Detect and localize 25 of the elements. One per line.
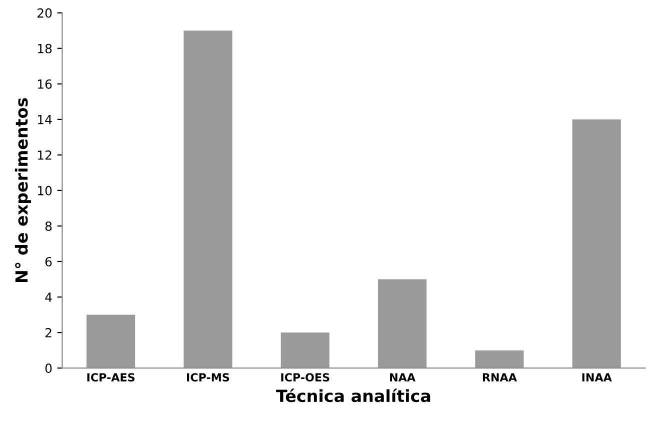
bar — [280, 332, 330, 368]
bar — [378, 279, 427, 368]
bar — [475, 350, 524, 368]
y-axis-title: N° de experimentos — [14, 98, 32, 282]
bar — [184, 30, 232, 368]
y-tick-label: 18 — [38, 44, 52, 54]
y-tick-label: 12 — [38, 150, 52, 160]
x-axis-title: Técnica analítica — [276, 388, 430, 402]
y-tick-label: 0 — [45, 364, 52, 374]
x-tick-label: ICP-MS — [187, 373, 230, 382]
y-tick-label: 14 — [38, 115, 52, 124]
y-tick-label: 8 — [45, 221, 52, 231]
bar — [86, 314, 136, 368]
y-tick-label: 2 — [45, 328, 52, 338]
y-tick-label: 4 — [45, 292, 52, 302]
y-tick-label: 10 — [38, 186, 52, 196]
x-tick-label: ICP-OES — [281, 373, 330, 382]
y-tick-label: 20 — [38, 8, 52, 18]
x-tick-label: RNAA — [482, 373, 517, 382]
y-tick-label: 16 — [38, 79, 52, 89]
y-tick-label: 6 — [45, 256, 52, 266]
x-tick-label: INAA — [582, 373, 612, 382]
x-tick-label: NAA — [390, 373, 416, 382]
x-tick-label: ICP-AES — [87, 373, 135, 382]
bar — [572, 119, 621, 368]
